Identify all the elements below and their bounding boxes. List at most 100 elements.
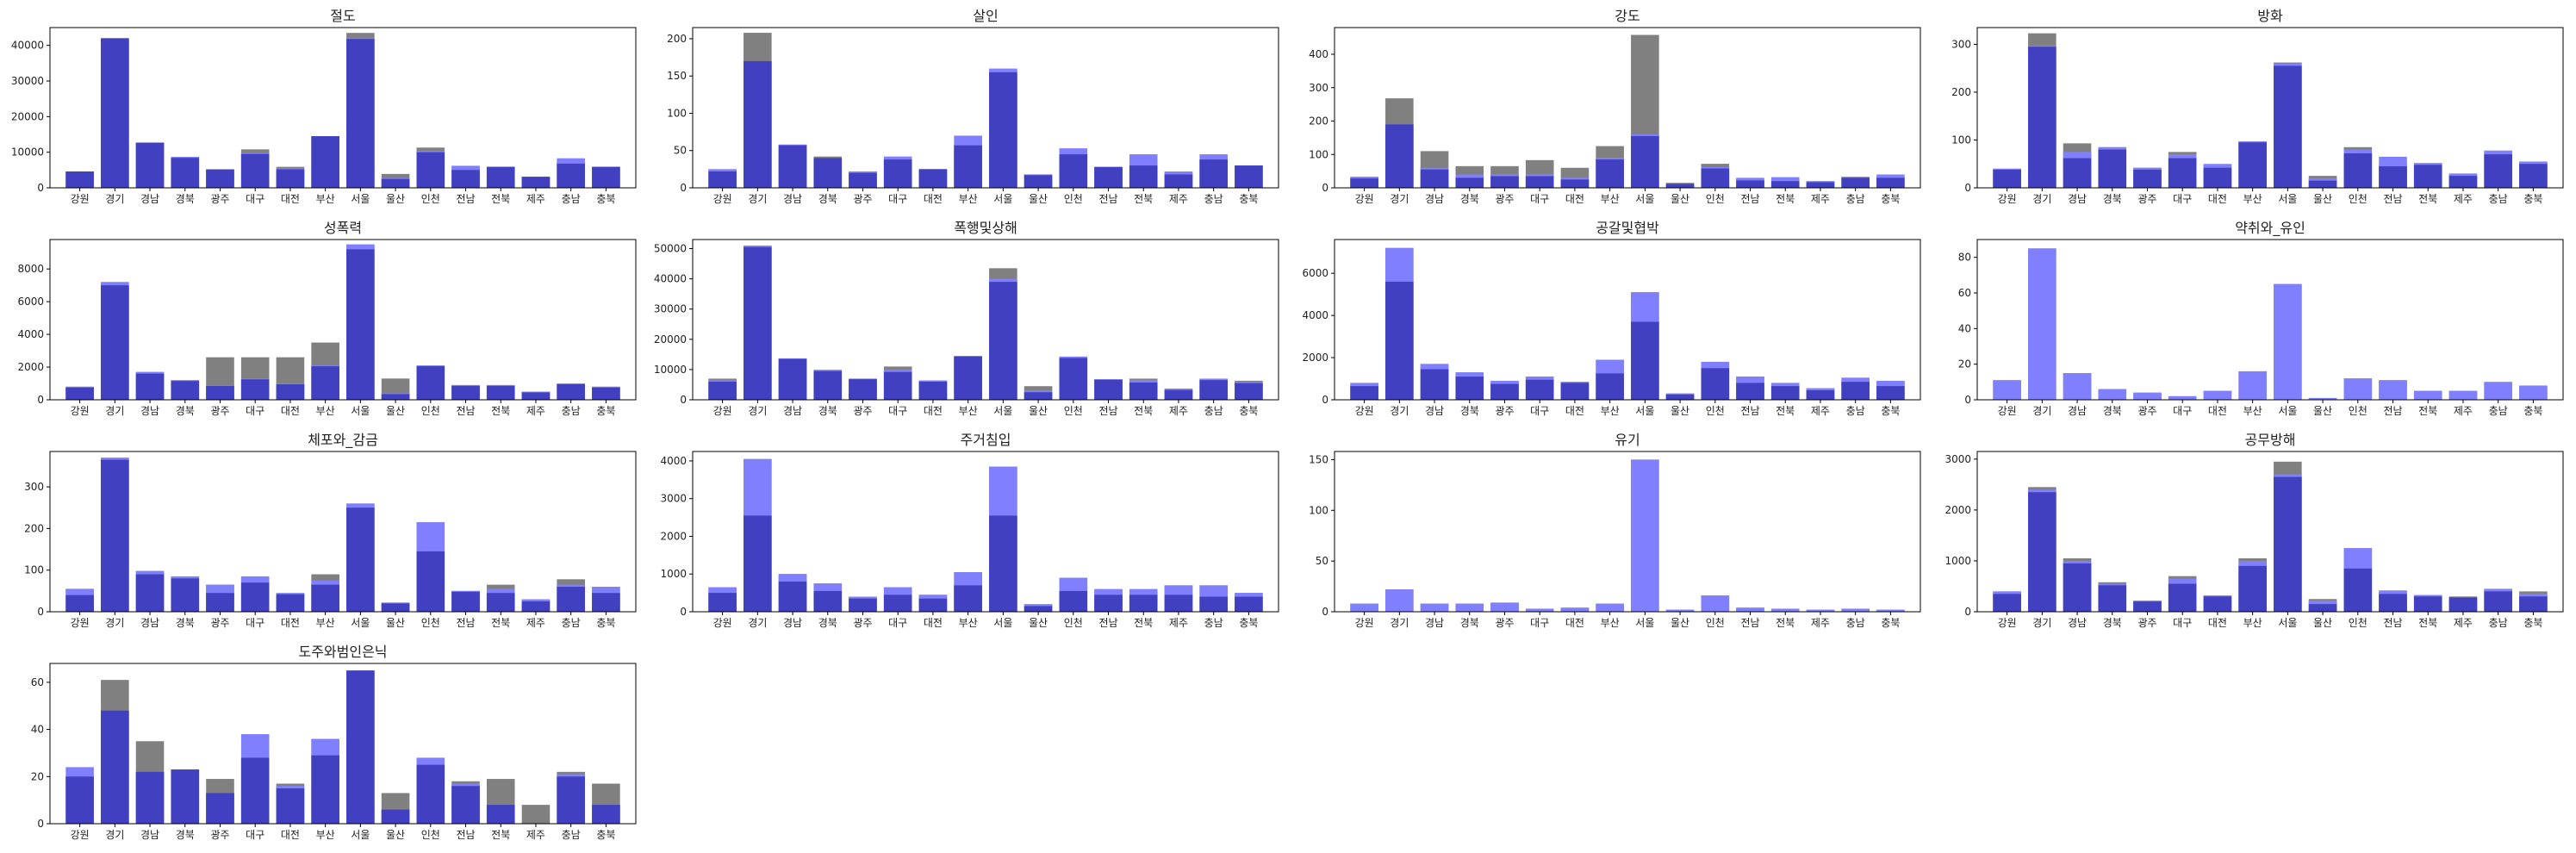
- x-tick-label: 전남: [1740, 405, 1759, 417]
- bar-series-3: [592, 805, 620, 824]
- bar-series-3: [101, 38, 129, 189]
- bar-series-3: [276, 594, 305, 612]
- x-tick-label: 서울: [2278, 405, 2297, 417]
- bar-series-2: [2168, 395, 2197, 400]
- y-tick-label: 0: [1322, 606, 1328, 618]
- y-tick-label: 4000: [17, 328, 44, 340]
- bar-series-3: [2448, 176, 2478, 188]
- bar-series-3: [954, 356, 982, 400]
- subplot-6: 폭행및상해 0 10000 20000 30000 40000 50000 강원 경기 경남 경북 광…: [654, 220, 1279, 417]
- bar-series-2: [1806, 609, 1835, 612]
- bar-series-3: [1701, 368, 1730, 400]
- bar-series-3: [486, 385, 515, 400]
- x-tick-label: 제주: [2454, 193, 2473, 205]
- bar-series-3: [171, 769, 200, 824]
- x-tick-label: 대구: [246, 829, 264, 841]
- x-tick-label: 광주: [2137, 193, 2156, 205]
- x-tick-label: 울산: [386, 405, 405, 417]
- x-tick-label: 울산: [1671, 405, 1689, 417]
- bar-series-3: [744, 515, 772, 612]
- x-tick-label: 서울: [993, 193, 1012, 205]
- x-tick-label: 울산: [2313, 193, 2332, 205]
- x-tick-label: 경남: [2068, 193, 2087, 205]
- x-tick-label: 전북: [491, 193, 510, 205]
- y-tick-label: 20: [31, 770, 44, 782]
- bar-series-2: [2063, 373, 2092, 400]
- y-tick-label: 20000: [11, 110, 44, 122]
- x-tick-label: 인천: [1064, 404, 1083, 417]
- bar-series-3: [1490, 383, 1519, 400]
- x-tick-label: 대전: [1565, 617, 1584, 629]
- x-tick-label: 대구: [888, 193, 907, 205]
- bar-series-3: [1560, 179, 1590, 188]
- bar-series-2: [1876, 609, 1905, 612]
- bar-series-3: [276, 383, 305, 400]
- x-tick-label: 전남: [456, 829, 475, 841]
- x-tick-label: 경남: [140, 405, 159, 417]
- y-tick-label: 2000: [17, 361, 44, 373]
- x-tick-label: 충남: [1204, 617, 1223, 629]
- x-tick-label: 대구: [888, 617, 907, 629]
- y-tick-label: 3000: [660, 493, 687, 505]
- bar-series-3: [2413, 596, 2442, 612]
- x-tick-label: 경북: [1460, 405, 1479, 417]
- x-tick-label: 충북: [2523, 617, 2542, 629]
- x-tick-label: 서울: [1635, 405, 1654, 417]
- bar-series-3: [2133, 169, 2162, 188]
- x-tick-label: 강원: [1998, 617, 2017, 629]
- bar-series-3: [2274, 65, 2302, 188]
- bar-series-3: [101, 285, 129, 400]
- x-tick-label: 충남: [1204, 193, 1223, 205]
- bar-series-3: [849, 172, 877, 188]
- x-tick-label: 경기: [105, 617, 124, 629]
- bar-series-3: [451, 385, 480, 400]
- bar-series-3: [1350, 178, 1378, 188]
- bar-series-2: [1701, 595, 1730, 612]
- x-tick-label: 부산: [316, 617, 335, 629]
- x-tick-label: 전남: [456, 617, 475, 629]
- bar-series-3: [2413, 165, 2442, 188]
- bar-series-3: [1059, 154, 1088, 188]
- x-tick-label: 충남: [2489, 193, 2508, 205]
- x-tick-label: 울산: [1671, 193, 1689, 205]
- x-tick-label: 서울: [2278, 617, 2297, 629]
- bar-series-3: [240, 757, 270, 824]
- y-tick-label: 50: [674, 145, 687, 157]
- x-tick-label: 전북: [1134, 617, 1153, 629]
- bar-series-3: [883, 595, 912, 612]
- x-tick-label: 강원: [71, 617, 90, 629]
- x-tick-label: 부산: [959, 617, 978, 629]
- bar-series-3: [1806, 182, 1835, 188]
- bar-series-3: [416, 366, 445, 400]
- bar-series-3: [311, 366, 339, 400]
- bar-series-3: [778, 145, 807, 188]
- bar-series-3: [708, 381, 737, 400]
- bar-series-3: [778, 581, 807, 612]
- bar-series-3: [135, 574, 165, 612]
- x-tick-label: 충남: [2489, 405, 2508, 417]
- bar-series-2: [1770, 608, 1800, 612]
- x-tick-label: 경북: [1460, 617, 1479, 629]
- bar-series-3: [1094, 379, 1123, 400]
- bar-series-3: [1235, 165, 1263, 188]
- x-tick-label: 인천: [1064, 192, 1083, 205]
- y-tick-label: 4000: [1302, 309, 1328, 321]
- bar-series-3: [2519, 596, 2548, 612]
- x-tick-label: 강원: [1355, 617, 1374, 629]
- x-tick-label: 경북: [818, 617, 837, 629]
- bar-series-2: [2238, 370, 2267, 400]
- bar-series-2: [2028, 248, 2056, 400]
- x-tick-label: 인천: [421, 192, 440, 205]
- x-tick-label: 경북: [176, 193, 195, 205]
- y-tick-label: 2000: [1302, 352, 1328, 364]
- x-tick-label: 경남: [140, 193, 159, 205]
- x-tick-label: 광주: [853, 193, 872, 205]
- bar-series-2: [2379, 380, 2407, 400]
- x-tick-label: 부산: [316, 405, 335, 417]
- bar-series-3: [346, 670, 375, 824]
- axes-frame: [49, 451, 637, 613]
- bar-series-3: [557, 163, 585, 188]
- x-tick-label: 경북: [176, 617, 195, 629]
- axes-frame: [1334, 451, 1921, 613]
- x-tick-label: 경남: [783, 193, 802, 205]
